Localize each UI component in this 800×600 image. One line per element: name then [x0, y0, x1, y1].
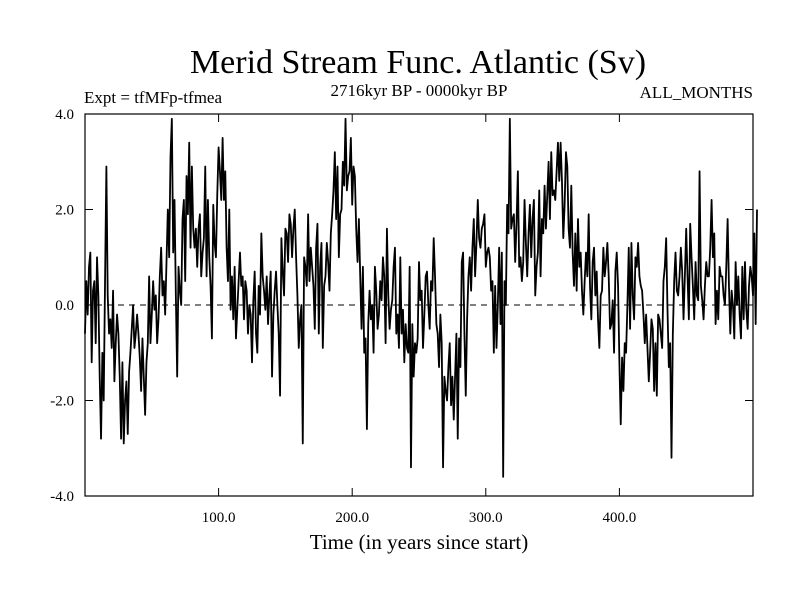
data-series-line	[84, 117, 758, 478]
x-axis-label: Time (in years since start)	[310, 530, 529, 554]
series-line-0	[84, 117, 758, 478]
x-tick-label: 100.0	[202, 510, 236, 526]
chart-subtitle-center: 2716kyr BP - 0000kyr BP	[331, 81, 508, 100]
chart-subtitle-right: ALL_MONTHS	[640, 83, 753, 102]
chart-title: Merid Stream Func. Atlantic (Sv)	[190, 44, 646, 81]
y-tick-label: 0.0	[55, 298, 74, 314]
x-tick-label: 300.0	[469, 510, 503, 526]
y-tick-label: -4.0	[50, 489, 74, 505]
x-tick-label: 400.0	[603, 510, 637, 526]
chart-subtitle-left: Expt = tfMFp-tfmea	[84, 88, 222, 107]
x-axis-ticks: 100.0 200.0 300.0 400.0	[202, 114, 637, 526]
x-tick-label: 200.0	[335, 510, 369, 526]
plot-frame	[84, 113, 754, 497]
y-tick-label: 2.0	[55, 203, 74, 219]
y-tick-label: -2.0	[50, 394, 74, 410]
y-tick-label: 4.0	[55, 107, 74, 123]
